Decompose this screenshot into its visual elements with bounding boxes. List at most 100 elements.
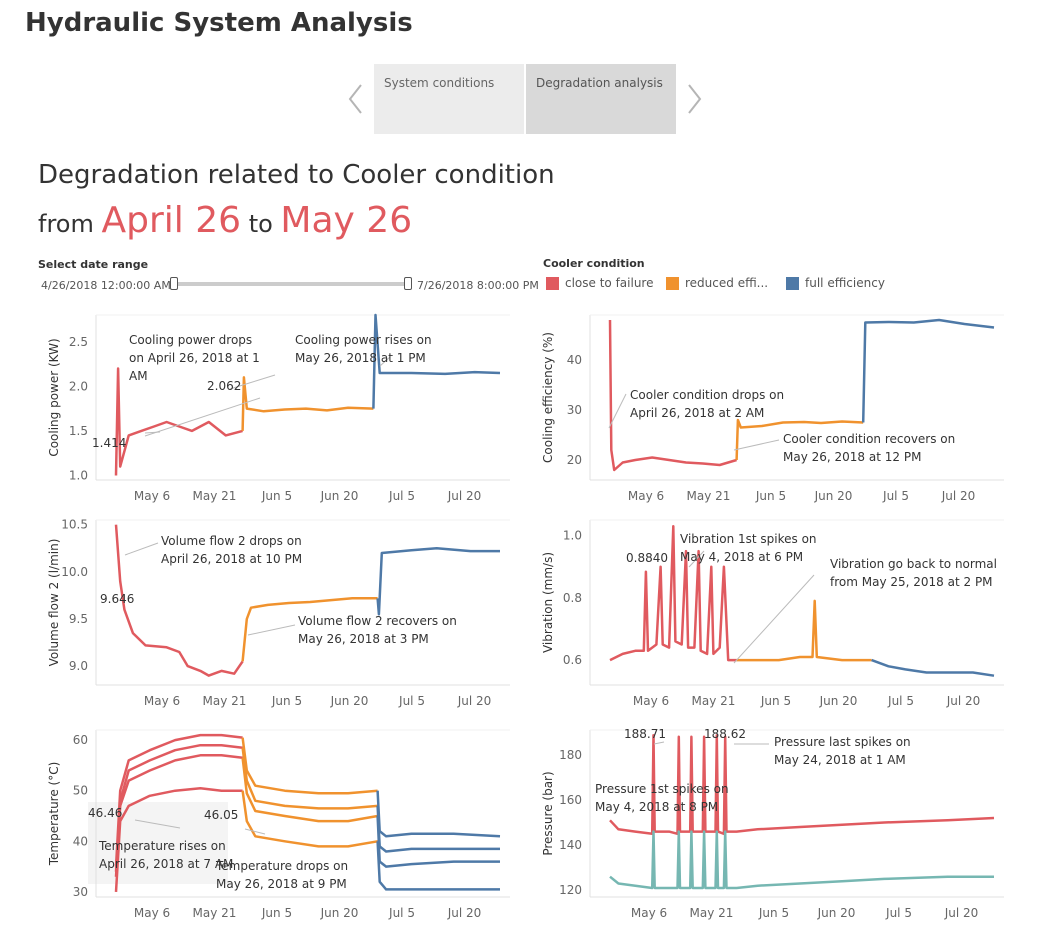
x-tick-label: Jul 20: [457, 694, 492, 708]
annotation-line: May 4, 2018 at 6 PM: [680, 550, 803, 564]
date-range-slider[interactable]: [174, 282, 408, 286]
legend-item-full-efficiency[interactable]: full efficiency: [786, 276, 885, 290]
y-tick-label: 1.5: [69, 424, 88, 438]
story-tab-degradation-analysis[interactable]: Degradation analysis: [526, 64, 676, 134]
annotation-line: Vibration 1st spikes on: [680, 532, 817, 546]
y-tick-label: 0.6: [563, 653, 582, 667]
story-next-button[interactable]: [683, 82, 705, 116]
y-axis-label: Cooling power (KW): [47, 338, 61, 456]
annotation-leader-line: [247, 624, 296, 636]
series-line: [376, 547, 500, 616]
series-line: [871, 658, 995, 677]
x-tick-label: May 21: [687, 489, 731, 503]
annotation-text: 0.8840: [626, 551, 668, 565]
annotation-line: 46.05: [204, 808, 238, 822]
y-axis-label: Volume flow 2 (l/min): [47, 539, 61, 667]
annotation-line: 188.62: [704, 727, 746, 741]
x-tick-label: Jun 5: [261, 906, 292, 920]
annotation-text: 1.414: [92, 436, 126, 450]
annotation-line: 9.646: [100, 592, 134, 606]
x-tick-label: Jun 20: [320, 489, 359, 503]
legend-label: full efficiency: [805, 276, 885, 290]
series-line: [114, 786, 243, 892]
volume-flow-chart[interactable]: 9.0 9.5 10.0 10.5 May 6 May 21 Jun 5 Jun 20 Jul …: [40, 515, 520, 715]
series-line: [376, 805, 500, 853]
story-title: Degradation related to Cooler condition: [38, 160, 555, 190]
x-tick-label: Jul 5: [882, 489, 909, 503]
end-date-highlight: May 26: [280, 200, 413, 241]
annotation-text: 188.71: [624, 727, 666, 741]
x-tick-label: May 21: [690, 906, 734, 920]
annotation-text: Temperature rises on April 26, 2018 at 7 …: [98, 839, 233, 871]
annotation-leader-line: [134, 819, 181, 829]
app-title: Hydraulic System Analysis: [25, 8, 413, 38]
legend-item-close-to-failure[interactable]: close to failure: [546, 276, 654, 290]
story-tab-system-conditions[interactable]: System conditions: [374, 64, 524, 134]
legend-label: close to failure: [565, 276, 654, 290]
x-tick-label: Jun 20: [817, 906, 856, 920]
annotation-line: Temperature drops on: [215, 859, 348, 873]
series-line: [376, 790, 501, 838]
series-line: [241, 757, 378, 823]
slider-start-handle[interactable]: [170, 277, 178, 290]
x-tick-label: May 6: [134, 489, 170, 503]
legend-label: reduced effi...: [685, 276, 769, 290]
annotation-text: 188.62: [704, 727, 746, 741]
series-line: [372, 313, 501, 409]
chevron-right-icon: [688, 84, 702, 114]
temperature-chart[interactable]: 30 40 50 60 May 6 May 21 Jun 5 Jun 20 Jul 5 Jul 2…: [40, 722, 520, 934]
series-line: [241, 737, 378, 795]
series-line: [241, 376, 374, 431]
x-tick-label: May 6: [628, 489, 664, 503]
cooling-power-chart[interactable]: 1.0 1.5 2.0 2.5 May 6 May 21 Jun 5 Jun 20 Jul 5 J…: [40, 310, 520, 510]
legend-title: Cooler condition: [543, 257, 645, 270]
annotation-leader-line: [229, 374, 276, 390]
legend-swatch: [666, 276, 679, 290]
x-tick-label: Jul 5: [887, 694, 914, 708]
annotation-highlight-box: [88, 802, 228, 884]
x-tick-label: May 6: [631, 906, 667, 920]
y-tick-label: 10.0: [61, 565, 88, 579]
slider-end-handle[interactable]: [404, 277, 412, 290]
x-tick-label: Jul 20: [941, 489, 976, 503]
x-tick-label: Jul 20: [946, 694, 981, 708]
annotation-line: Cooling power rises on: [295, 333, 432, 347]
annotation-text: Cooler condition drops on April 26, 2018 …: [630, 388, 784, 420]
annotation-text: 46.05: [204, 808, 238, 822]
annotation-text: Vibration 1st spikes on May 4, 2018 at 6 …: [680, 532, 817, 564]
x-tick-label: Jun 20: [819, 694, 858, 708]
cooling-efficiency-chart[interactable]: 20 30 40 May 6 May 21 Jun 5 Jun 20 Jul 5 Jul 20 C…: [534, 310, 1014, 510]
annotation-text: Cooler condition recovers on May 26, 2018…: [783, 432, 955, 464]
annotation-leader-line: [144, 397, 261, 437]
y-axis-label: Temperature (°C): [47, 762, 61, 867]
annotation-text: Cooling power drops on April 26, 2018 at …: [129, 333, 260, 383]
annotation-line: on April 26, 2018 at 1: [129, 351, 260, 365]
annotation-line: May 26, 2018 at 12 PM: [783, 450, 921, 464]
x-tick-label: Jul 20: [944, 906, 979, 920]
story-subtitle: from April 26 to May 26: [38, 200, 412, 241]
x-tick-label: May 6: [633, 694, 669, 708]
annotation-line: Cooling power drops: [129, 333, 252, 347]
vibration-chart[interactable]: 0.6 0.8 1.0 May 6 May 21 Jun 5 Jun 20 Jul 5 Jul …: [534, 515, 1014, 715]
legend-item-reduced-efficiency[interactable]: reduced effi...: [666, 276, 768, 290]
x-tick-label: Jul 5: [398, 694, 425, 708]
series-line: [114, 367, 243, 476]
annotation-line: Cooler condition recovers on: [783, 432, 955, 446]
x-tick-label: Jun 20: [814, 489, 853, 503]
series-line: [861, 318, 995, 423]
series-line: [241, 747, 378, 810]
x-tick-label: May 6: [144, 694, 180, 708]
x-tick-label: Jun 5: [261, 489, 292, 503]
pressure-chart[interactable]: 120 140 160 180 May 6 May 21 Jun 5 Jun 20 Jul 5 J…: [534, 722, 1014, 934]
to-text: to: [248, 210, 273, 238]
annotation-line: Pressure last spikes on: [774, 735, 911, 749]
story-prev-button[interactable]: [345, 82, 367, 116]
annotation-line: May 24, 2018 at 1 AM: [774, 753, 906, 767]
annotation-line: Vibration go back to normal: [830, 557, 997, 571]
x-tick-label: Jul 5: [885, 906, 912, 920]
annotation-text: Pressure last spikes on May 24, 2018 at 1…: [774, 735, 911, 767]
annotation-line: April 26, 2018 at 2 AM: [630, 406, 764, 420]
annotation-line: May 26, 2018 at 9 PM: [216, 877, 347, 891]
y-tick-label: 20: [567, 453, 582, 467]
annotation-line: May 4, 2018 at 8 PM: [595, 800, 718, 814]
